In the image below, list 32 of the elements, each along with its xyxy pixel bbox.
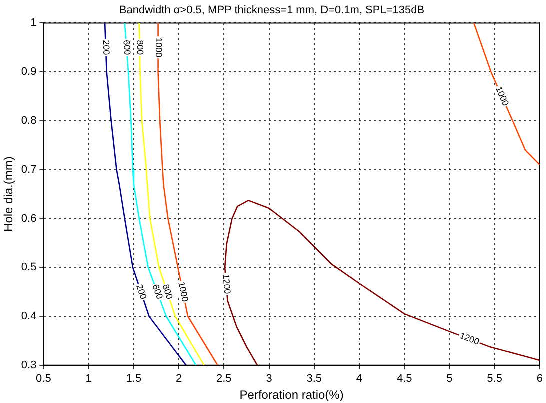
x-tick-label: 5 <box>446 373 453 386</box>
x-tick-label: 5.5 <box>487 373 502 386</box>
text: 200 <box>101 40 112 56</box>
y-tick-label: 0.7 <box>21 164 37 176</box>
chart-title: Bandwidth α>0.5, MPP thickness=1 mm, D=0.1m, SPL=135dB <box>119 4 425 17</box>
text: 1000 <box>494 85 512 108</box>
x-tick-label: 3.5 <box>306 373 322 386</box>
x-tick-label: 3 <box>266 373 272 386</box>
y-tick-label: 1 <box>30 17 37 30</box>
x-tick-label: 2 <box>176 373 182 386</box>
text: 1200 <box>458 330 481 347</box>
text: 600 <box>122 40 133 56</box>
text: 200 <box>134 283 149 301</box>
x-tick-label: 6 <box>536 373 544 386</box>
x-tick-label: 4 <box>356 373 363 386</box>
y-axis-title: Hole dia.(mm) <box>2 156 16 232</box>
y-tick-label: 0.6 <box>21 212 37 225</box>
x-tick-label: 0.5 <box>36 373 52 386</box>
x-tick-label: 1.5 <box>126 373 142 386</box>
x-tick-label: 1 <box>86 373 92 386</box>
text: 1000 <box>176 281 190 303</box>
text: 1200 <box>221 274 233 295</box>
y-tick-label: 0.3 <box>21 359 37 372</box>
y-tick-label: 0.9 <box>21 66 37 78</box>
text: 800 <box>135 40 146 56</box>
x-axis-title: Perforation ratio(%) <box>240 388 344 402</box>
x-tick-label: 4.5 <box>396 373 412 386</box>
y-tick-label: 0.8 <box>21 115 37 128</box>
y-tick-label: 0.4 <box>21 310 37 323</box>
text: 1000 <box>154 38 164 58</box>
y-tick-label: 0.5 <box>21 262 37 274</box>
x-tick-label: 2.5 <box>216 373 232 386</box>
